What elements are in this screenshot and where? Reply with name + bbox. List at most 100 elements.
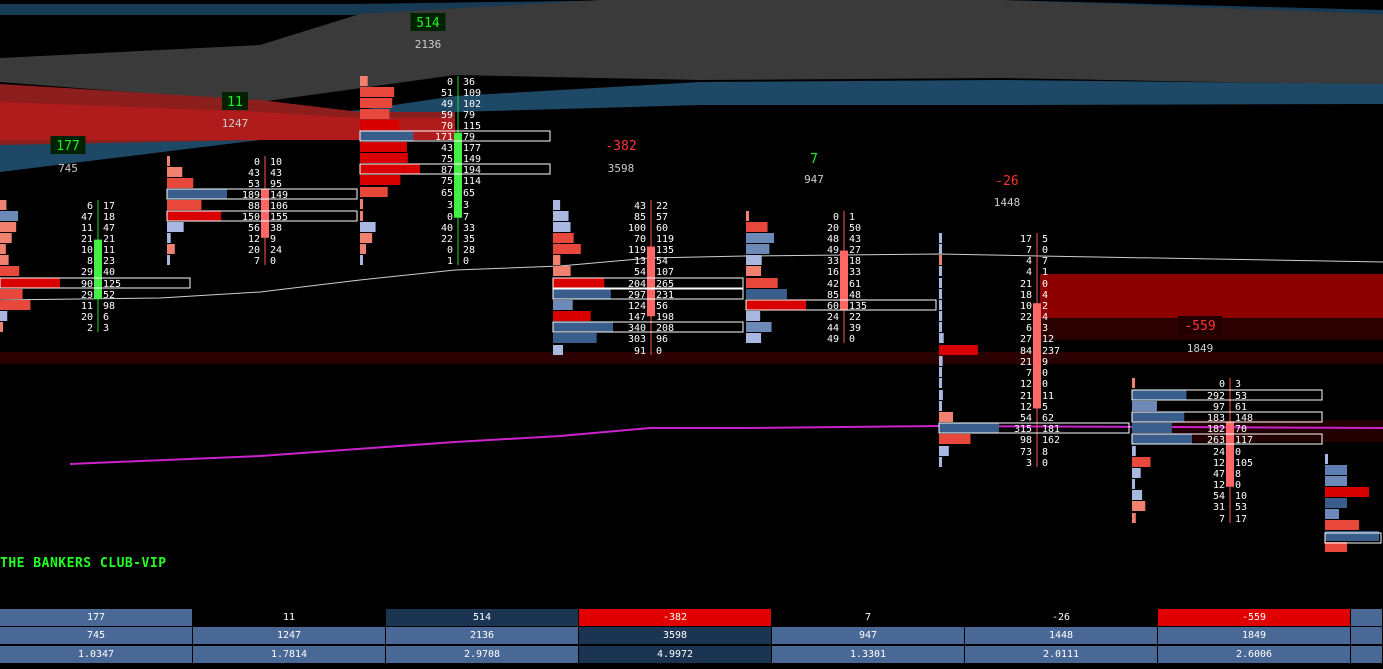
bid-volume-label: 91 <box>634 346 646 357</box>
candle-body <box>647 246 655 317</box>
resistance-zone <box>1040 274 1383 318</box>
bid-volume-label: 6 <box>87 201 93 212</box>
ask-volume-label: 3 <box>1042 323 1048 334</box>
volume-profile-bar <box>553 255 561 265</box>
volume-profile-bar <box>167 167 183 177</box>
volume-profile-bar <box>939 266 942 276</box>
poc-highlight <box>1131 433 1323 445</box>
ask-volume-label: 119 <box>656 234 674 245</box>
ask-volume-label: 149 <box>270 190 288 201</box>
summary-ratio-cell: 2.0111 <box>965 646 1158 663</box>
volume-profile-bar <box>0 300 31 310</box>
ask-volume-label: 38 <box>270 223 282 234</box>
ask-volume-label: 61 <box>849 279 861 290</box>
volume-profile-bar <box>1132 434 1192 444</box>
ask-volume-label: 17 <box>1235 514 1247 525</box>
ask-volume-label: 135 <box>656 245 674 256</box>
volume-profile-bar <box>360 76 368 86</box>
ask-volume-label: 39 <box>849 323 861 334</box>
candle-body <box>840 250 848 310</box>
ask-volume-label: 48 <box>849 290 861 301</box>
volume-profile-bar <box>360 98 393 108</box>
bid-volume-label: 85 <box>827 290 839 301</box>
volume-profile-bar <box>746 300 806 310</box>
bar-delta-label: 7 <box>810 152 818 167</box>
bid-volume-label: 98 <box>1020 435 1032 446</box>
bid-volume-label: 75 <box>441 176 453 187</box>
ask-volume-label: 12 <box>1042 334 1054 345</box>
summary-delta-cell: 514 <box>386 609 579 626</box>
bid-volume-label: 150 <box>242 212 260 223</box>
bar-volume-label: 2136 <box>415 38 442 51</box>
bid-volume-label: 189 <box>242 190 260 201</box>
summary-volume-cell-partial <box>1351 627 1383 644</box>
bar-volume-label: 1448 <box>994 196 1021 209</box>
candle-body <box>261 188 269 238</box>
bid-volume-label: 54 <box>1213 491 1225 502</box>
poc-highlight <box>166 210 358 222</box>
bid-volume-label: 70 <box>441 121 453 132</box>
volume-profile-bar <box>1132 490 1143 500</box>
bid-volume-label: 18 <box>1020 290 1032 301</box>
ask-volume-label: 0 <box>270 256 276 267</box>
bar-delta-label: 11 <box>227 95 243 110</box>
ask-volume-label: 8 <box>1042 447 1048 458</box>
ask-volume-label: 95 <box>270 179 282 190</box>
summary-volume-cell: 1247 <box>193 627 386 644</box>
summary-volume-cell: 1448 <box>965 627 1158 644</box>
summary-volume-cell: 947 <box>772 627 965 644</box>
volume-profile-bar <box>1132 501 1146 511</box>
bid-volume-label: 204 <box>628 279 646 290</box>
volume-profile-bar <box>360 199 363 209</box>
bid-volume-label: 4 <box>1026 267 1032 278</box>
ask-volume-label: 43 <box>849 234 861 245</box>
ask-volume-label: 53 <box>1235 391 1247 402</box>
poc-highlight <box>552 321 744 333</box>
ask-volume-label: 5 <box>1042 234 1048 245</box>
volume-profile-bar <box>1132 513 1136 523</box>
volume-profile-bar <box>0 200 7 210</box>
volume-profile-bar <box>746 255 762 265</box>
branding-label: THE BANKERS CLUB-VIP <box>0 556 167 571</box>
ask-volume-label: 3 <box>463 200 469 211</box>
volume-profile-bar <box>167 178 194 188</box>
volume-profile-bar <box>746 233 774 243</box>
volume-profile-bar <box>1325 509 1339 519</box>
volume-profile-bar <box>746 211 749 221</box>
ask-volume-label: 0 <box>849 334 855 345</box>
bid-volume-label: 97 <box>1213 402 1225 413</box>
bid-volume-label: 13 <box>634 256 646 267</box>
poc-highlight <box>359 130 551 142</box>
bid-volume-label: 7 <box>1219 514 1225 525</box>
summary-ratio-row: 1.0347 1.7814 2.9708 4.9972 1.3301 2.0111 2.60… <box>0 646 1383 663</box>
volume-profile-bar <box>0 322 3 332</box>
bid-volume-label: 11 <box>81 223 93 234</box>
bid-volume-label: 16 <box>827 267 839 278</box>
volume-profile-bar <box>939 322 942 332</box>
ask-volume-label: 4 <box>1042 312 1048 323</box>
bid-volume-label: 24 <box>827 312 839 323</box>
volume-profile-bar <box>746 278 778 288</box>
ask-volume-label: 106 <box>270 201 288 212</box>
summary-delta-cell: -559 <box>1158 609 1351 626</box>
candle-body <box>454 132 462 218</box>
red-profile-band-dark <box>0 102 455 140</box>
volume-profile-bar <box>746 222 768 232</box>
volume-profile-bar <box>939 255 942 265</box>
volume-profile-bar <box>553 244 581 254</box>
ask-volume-label: 36 <box>463 77 475 88</box>
bid-volume-label: 0 <box>833 212 839 223</box>
volume-profile-bar <box>746 244 770 254</box>
volume-profile-bar <box>1132 457 1151 467</box>
bid-volume-label: 51 <box>441 88 453 99</box>
ask-volume-label: 0 <box>1042 458 1048 469</box>
volume-profile-bar <box>939 446 949 456</box>
volume-profile-bar <box>553 211 569 221</box>
ask-volume-label: 198 <box>656 312 674 323</box>
volume-profile-bar <box>0 244 6 254</box>
ask-volume-label: 54 <box>656 256 668 267</box>
bid-volume-label: 12 <box>1213 480 1225 491</box>
